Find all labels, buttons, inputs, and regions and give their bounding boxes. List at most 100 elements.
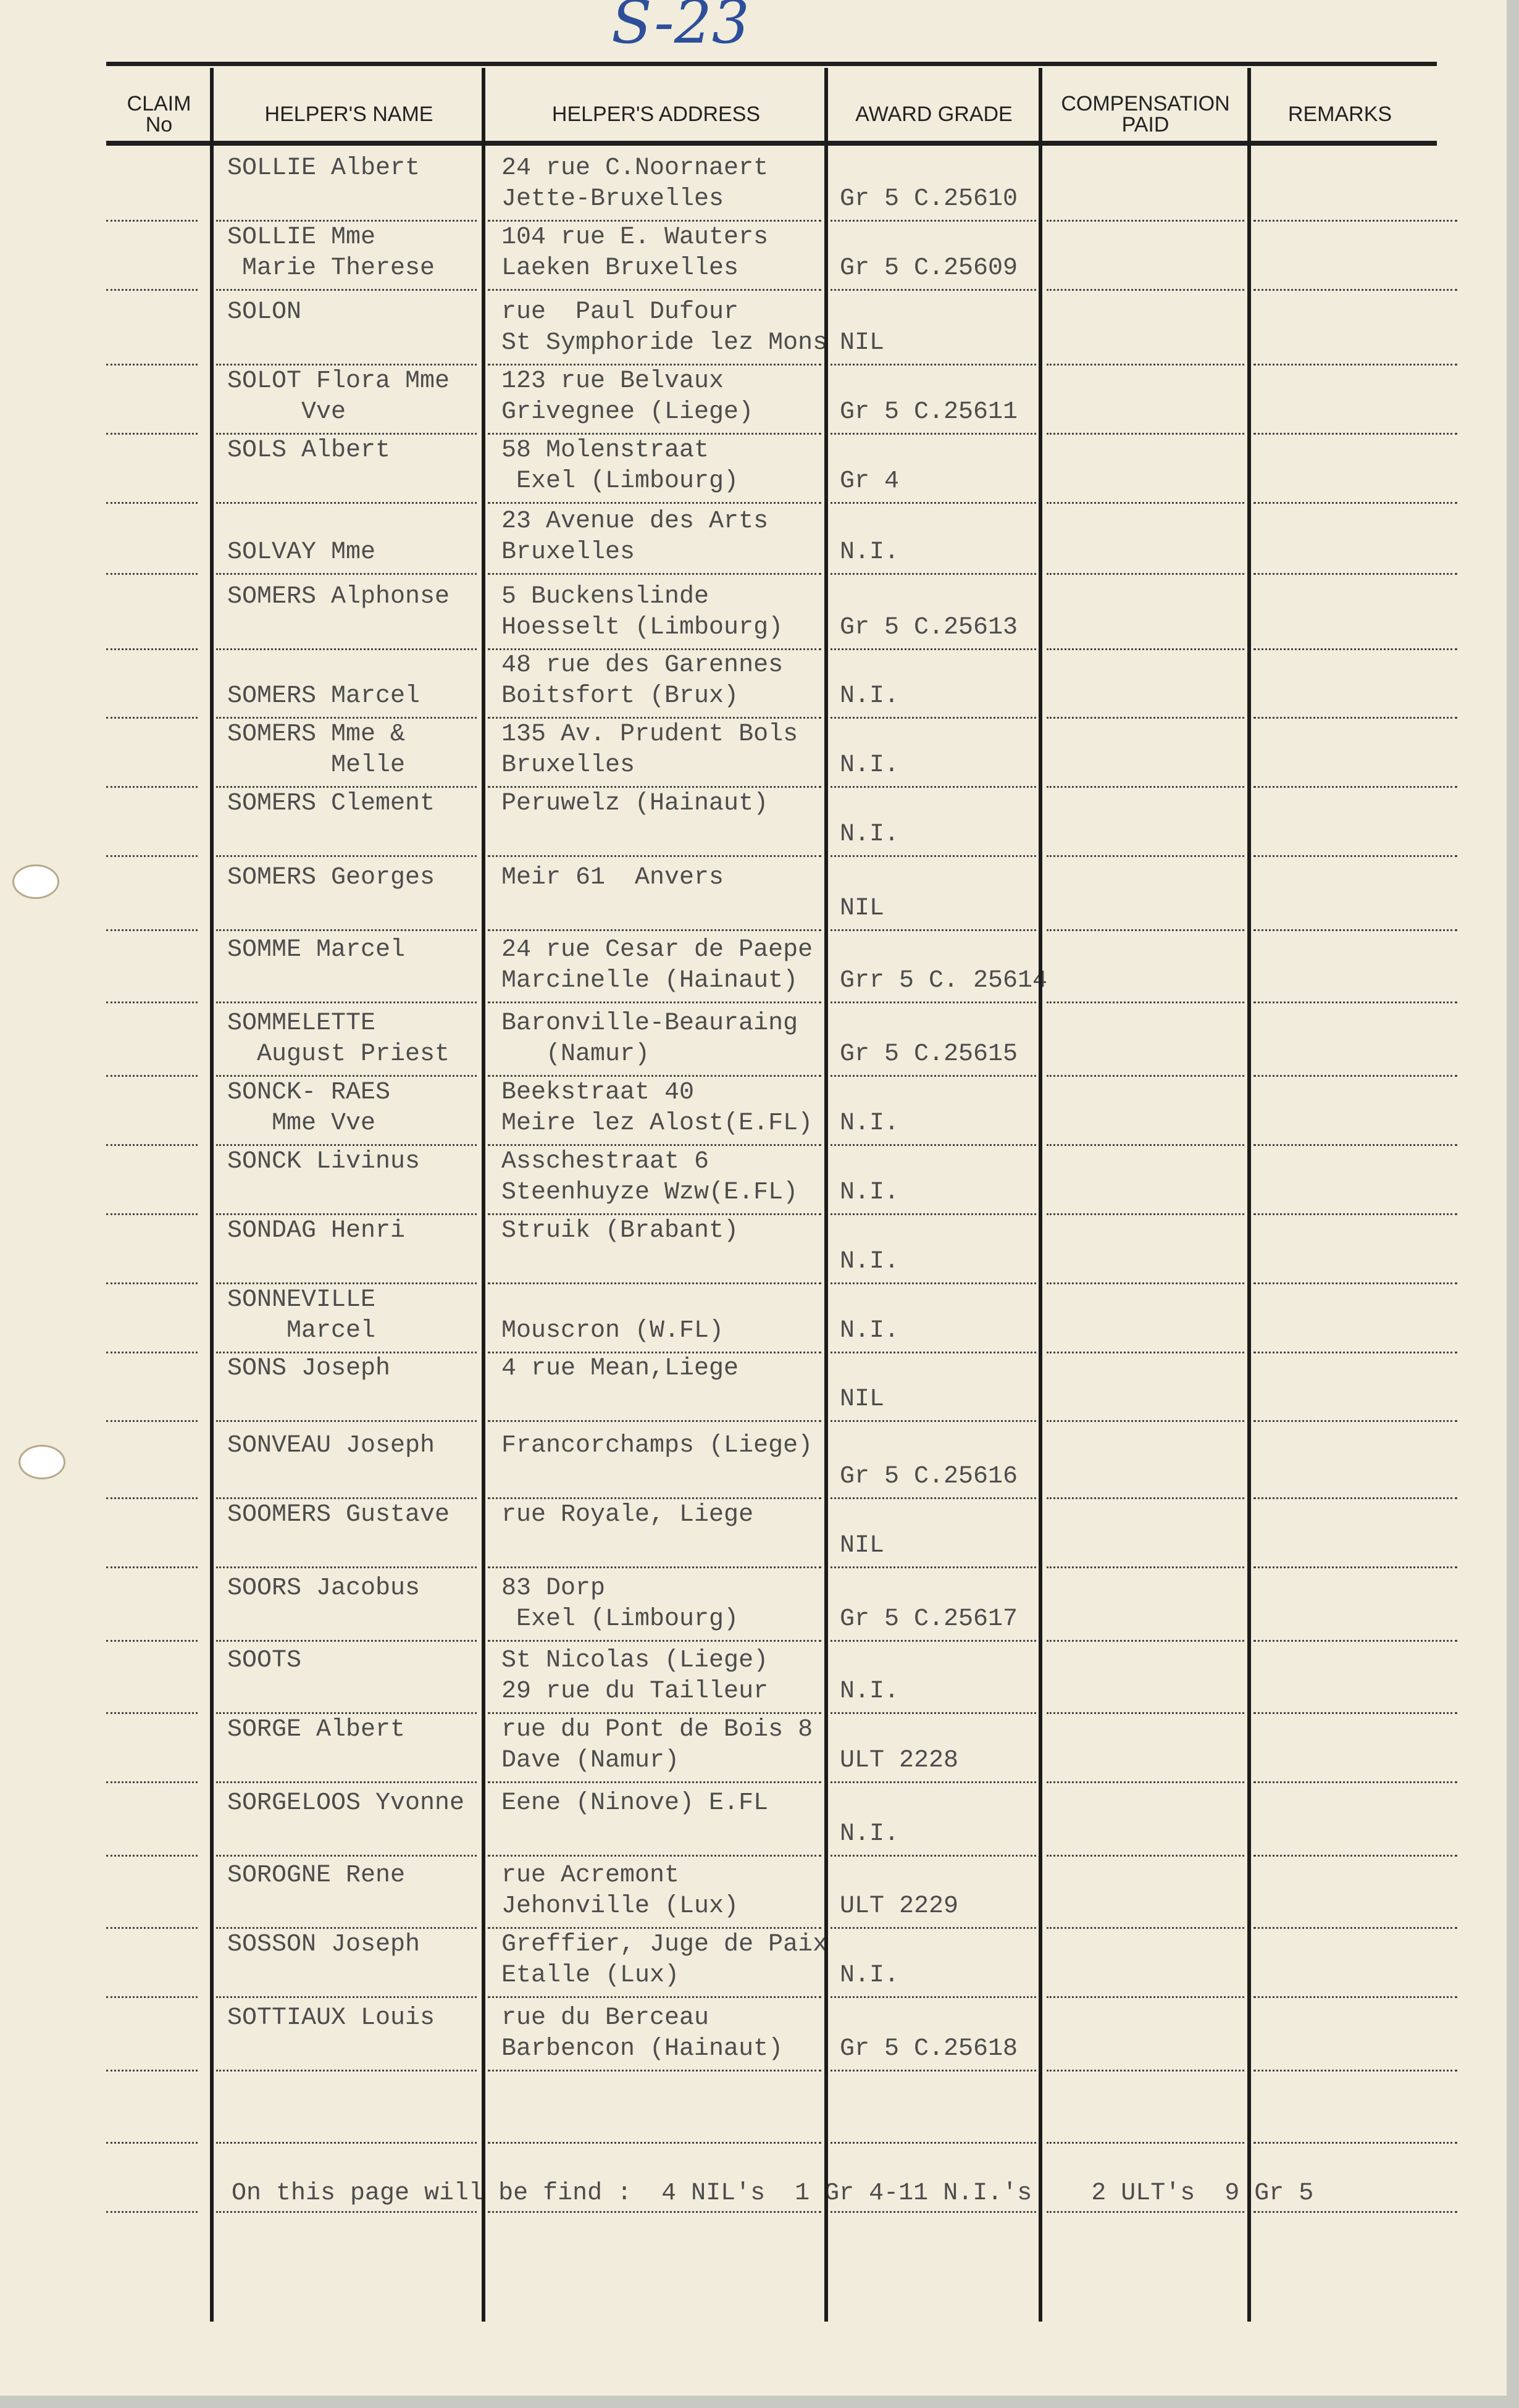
- row-dotted-rule: [216, 502, 477, 504]
- row-dotted-rule: [216, 573, 477, 575]
- row-dotted-rule: [106, 717, 198, 719]
- award-grade: Gr 5 C.25609: [840, 254, 1018, 282]
- helper-address: 29 rue du Tailleur: [501, 1678, 769, 1705]
- row-dotted-rule: [106, 289, 198, 291]
- row-dotted-rule: [1253, 1001, 1457, 1003]
- row-dotted-rule: [1253, 1213, 1457, 1215]
- helper-name: SORGE Albert: [227, 1716, 406, 1744]
- award-grade: N.I.: [840, 1248, 900, 1276]
- punch-hole: [19, 1445, 65, 1479]
- row-dotted-rule: [1047, 717, 1244, 719]
- helper-name: SOLS Albert: [227, 437, 391, 464]
- helper-address: Beekstraat 40: [501, 1079, 695, 1106]
- award-grade: N.I.: [840, 682, 900, 710]
- row-dotted-rule: [831, 1497, 1036, 1499]
- row-dotted-rule: [106, 1144, 198, 1146]
- row-dotted-rule: [1253, 433, 1457, 435]
- row-dotted-rule: [831, 929, 1036, 931]
- helper-address: Meir 61 Anvers: [501, 864, 724, 892]
- helper-name: SOMERS Mme &: [227, 721, 406, 748]
- row-dotted-rule: [831, 1282, 1036, 1284]
- award-grade: Gr 5 C.25615: [840, 1040, 1018, 1068]
- award-grade: N.I.: [840, 1962, 900, 1989]
- column-rule: [824, 68, 828, 2322]
- helper-address: Exel (Limbourg): [501, 467, 739, 495]
- row-dotted-rule: [106, 1282, 198, 1284]
- helper-name: Vve: [227, 398, 346, 426]
- row-dotted-rule: [1253, 364, 1457, 366]
- punch-hole: [12, 864, 59, 899]
- row-dotted-rule: [216, 1855, 477, 1857]
- helper-name: August Priest: [227, 1040, 450, 1068]
- row-dotted-rule: [1253, 1927, 1457, 1929]
- row-dotted-rule: [216, 1497, 477, 1499]
- row-dotted-rule: [1047, 1497, 1244, 1499]
- helper-name: SOOMERS Gustave: [227, 1501, 450, 1529]
- row-dotted-rule: [106, 1855, 198, 1857]
- row-dotted-rule: [106, 364, 198, 366]
- helper-name: Mme Vve: [227, 1110, 376, 1137]
- row-dotted-rule: [831, 1075, 1036, 1077]
- row-dotted-rule: [216, 1213, 477, 1215]
- row-dotted-rule: [488, 648, 821, 650]
- row-dotted-rule: [216, 1927, 477, 1929]
- helper-address: 83 Dorp: [501, 1574, 606, 1602]
- award-grade: N.I.: [840, 1678, 900, 1705]
- row-dotted-rule: [488, 1075, 821, 1077]
- row-dotted-rule: [106, 1001, 198, 1003]
- helper-name: SOLON: [227, 298, 302, 326]
- header-remarks: REMARKS: [1287, 102, 1392, 126]
- row-dotted-rule: [1047, 786, 1244, 788]
- header-helper-name: HELPER'S NAME: [264, 102, 433, 126]
- row-dotted-rule: [1253, 717, 1457, 719]
- row-dotted-rule: [1253, 1781, 1457, 1783]
- helper-address: 48 rue des Garennes: [501, 651, 784, 679]
- row-dotted-rule: [106, 573, 198, 575]
- helper-name: Marcel: [227, 1317, 376, 1345]
- helper-address: Asschestraat 6: [501, 1148, 709, 1176]
- row-dotted-rule: [106, 1075, 198, 1077]
- helper-address: rue du Berceau: [501, 2004, 709, 2032]
- row-dotted-rule: [1047, 855, 1244, 857]
- row-dotted-rule: [1253, 1640, 1457, 1642]
- helper-address: Exel (Limbourg): [501, 1605, 739, 1633]
- award-grade: Gr 5 C.25617: [840, 1605, 1018, 1633]
- row-dotted-rule: [488, 573, 821, 575]
- helper-address: Bruxelles: [501, 751, 635, 779]
- row-dotted-rule: [216, 1781, 477, 1783]
- helper-address: 135 Av. Prudent Bols: [501, 721, 798, 748]
- row-dotted-rule: [216, 2211, 477, 2213]
- helper-name: SOLOT Flora Mme: [227, 367, 450, 395]
- award-grade: N.I.: [840, 821, 900, 848]
- row-dotted-rule: [488, 786, 821, 788]
- row-dotted-rule: [1253, 1144, 1457, 1146]
- helper-name: SOORS Jacobus: [227, 1574, 421, 1602]
- row-dotted-rule: [1253, 1566, 1457, 1568]
- row-dotted-rule: [488, 2142, 821, 2144]
- row-dotted-rule: [106, 786, 198, 788]
- row-dotted-rule: [216, 717, 477, 719]
- column-rule: [210, 68, 214, 2322]
- award-grade: N.I.: [840, 1317, 900, 1345]
- row-dotted-rule: [106, 1712, 198, 1714]
- award-grade: NIL: [840, 1532, 885, 1560]
- row-dotted-rule: [216, 1712, 477, 1714]
- helper-name: SOMERS Georges: [227, 864, 435, 892]
- row-dotted-rule: [831, 1566, 1036, 1568]
- header-bottom-rule: [106, 141, 1437, 146]
- header-helper-address: HELPER'S ADDRESS: [551, 102, 761, 126]
- award-grade: N.I.: [840, 538, 900, 566]
- row-dotted-rule: [831, 364, 1036, 366]
- row-dotted-rule: [1253, 502, 1457, 504]
- row-dotted-rule: [488, 2070, 821, 2071]
- helper-address: Peruwelz (Hainaut): [501, 790, 769, 817]
- row-dotted-rule: [106, 2211, 198, 2213]
- helper-name: SONDAG Henri: [227, 1217, 406, 1245]
- row-dotted-rule: [106, 648, 198, 650]
- row-dotted-rule: [1253, 2070, 1457, 2071]
- column-rule: [482, 68, 485, 2322]
- award-grade: Gr 5 C.25610: [840, 185, 1018, 213]
- row-dotted-rule: [1047, 1420, 1244, 1422]
- row-dotted-rule: [106, 1996, 198, 1998]
- row-dotted-rule: [1047, 648, 1244, 650]
